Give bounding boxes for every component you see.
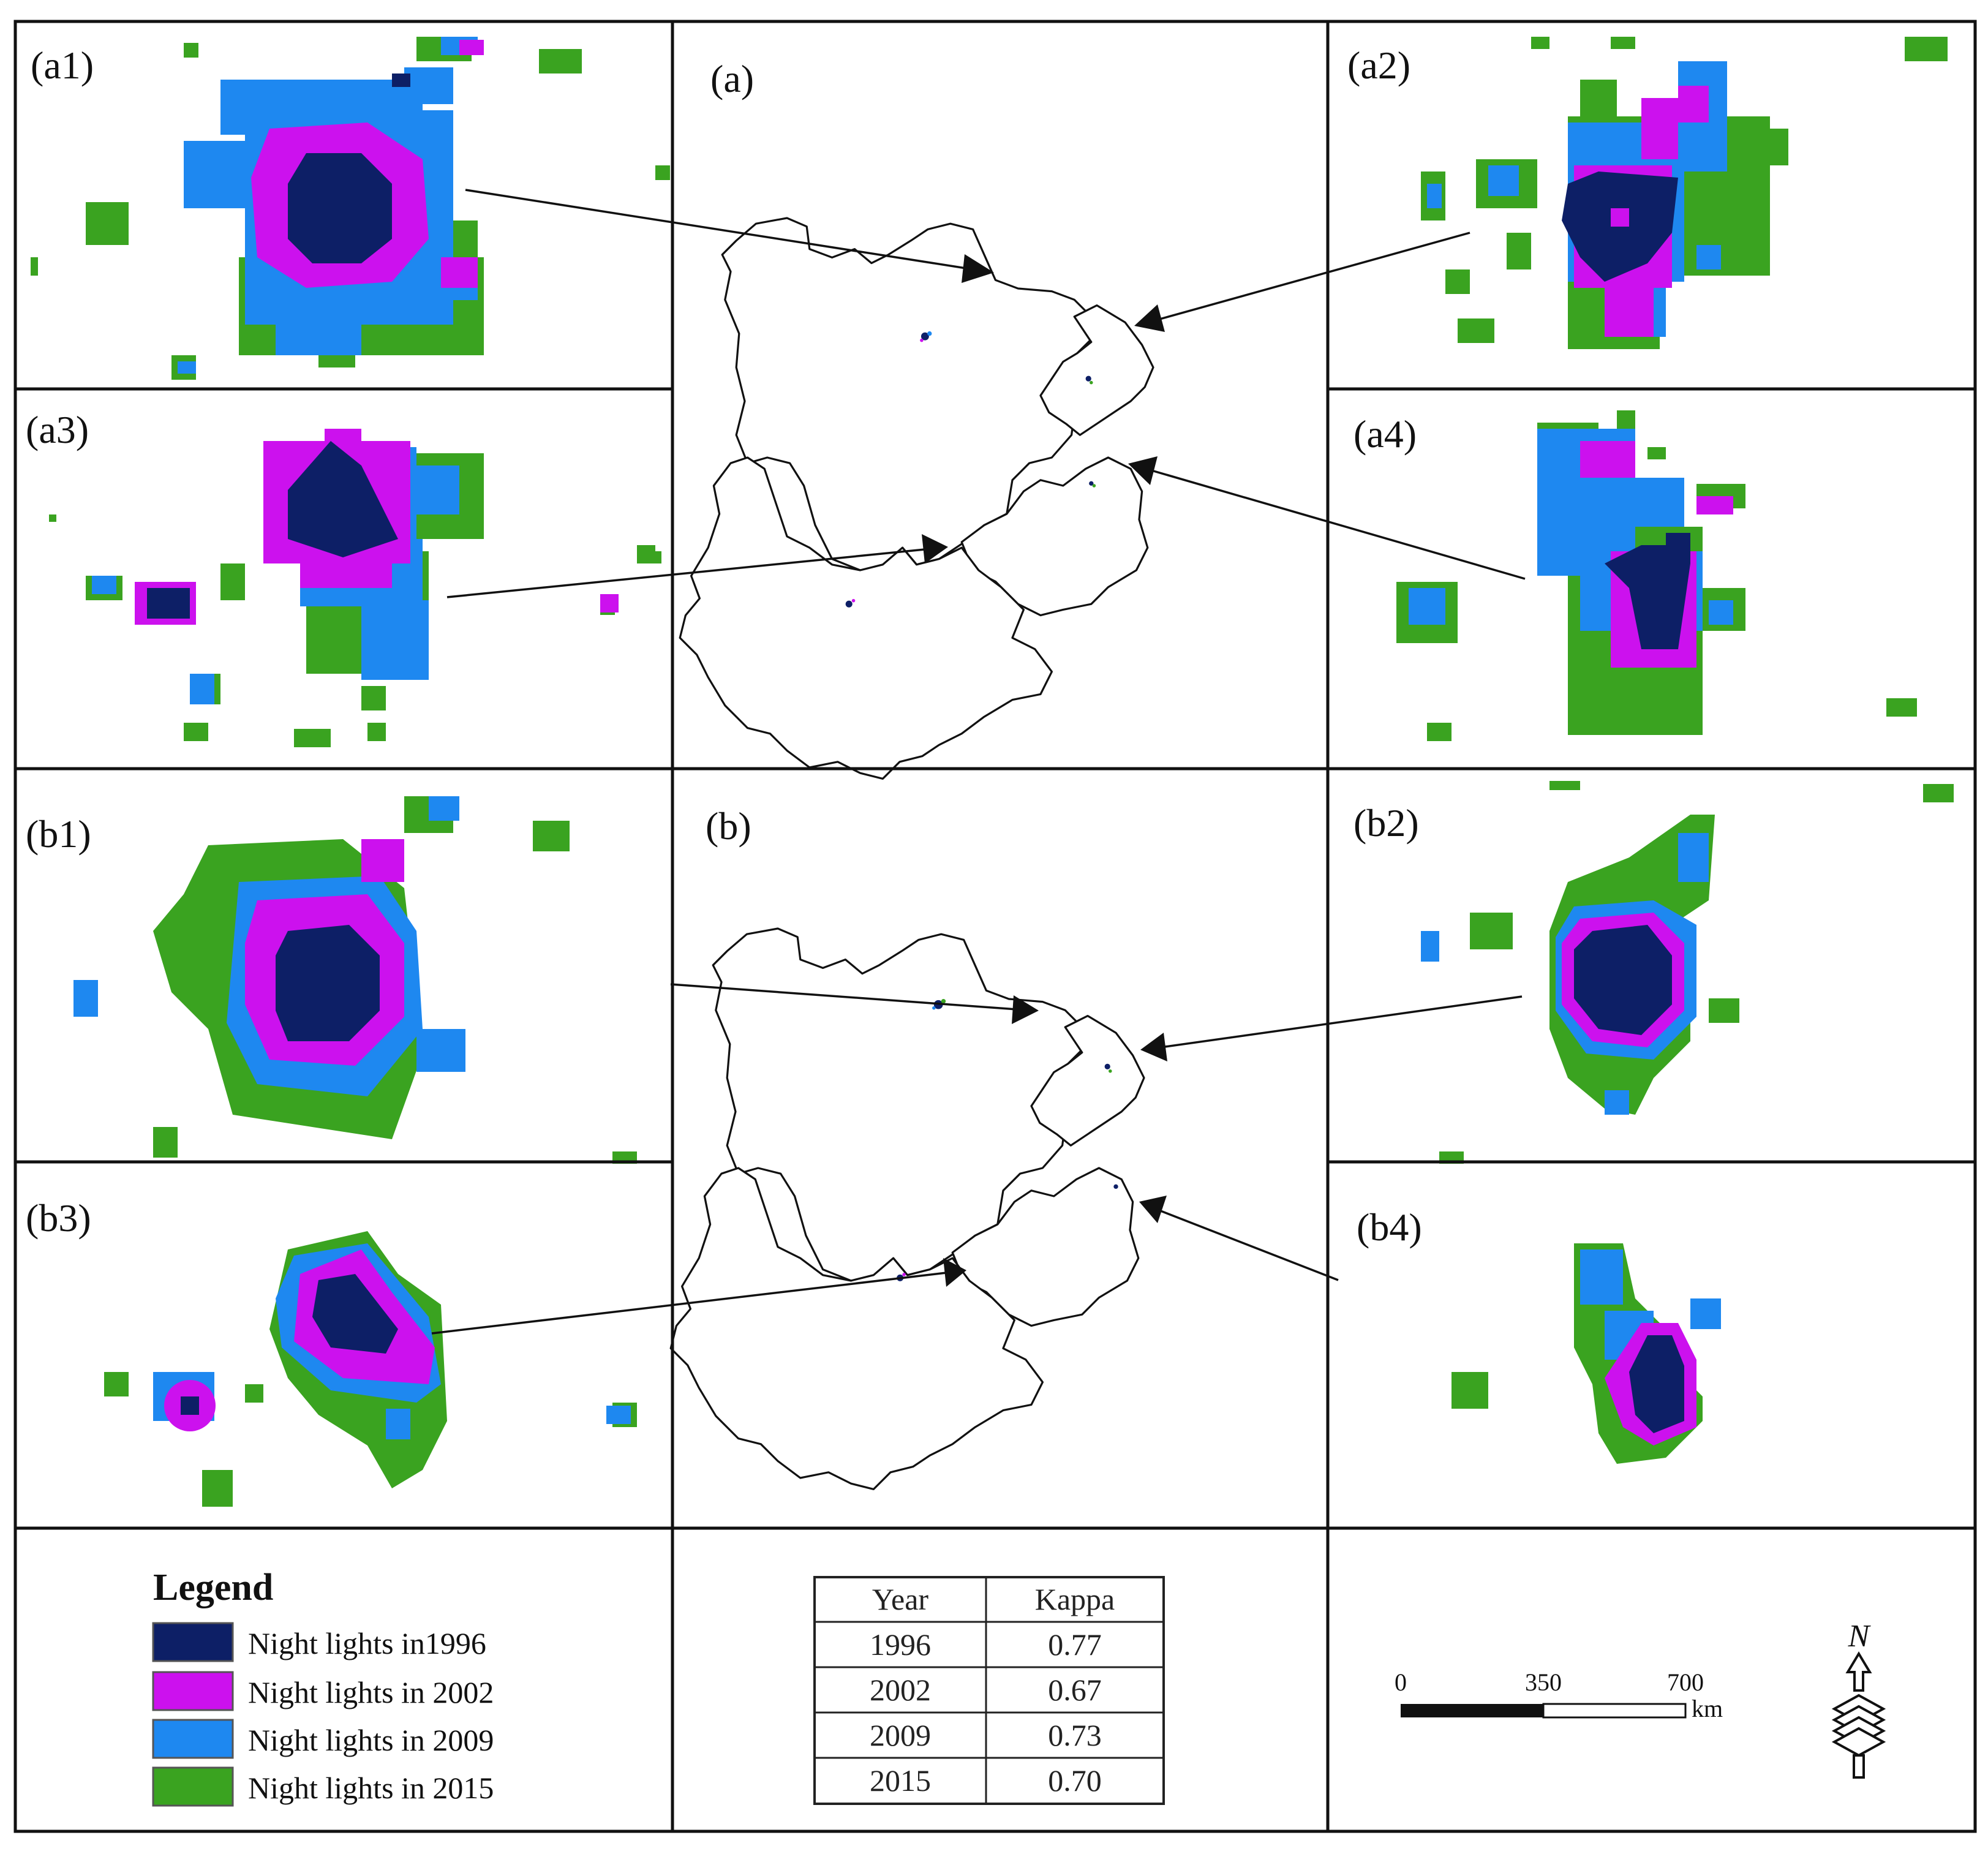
overview-map-a (679, 217, 1154, 780)
table-cell-kappa: 0.73 (1048, 1718, 1102, 1752)
city-marker-a3 (845, 598, 856, 608)
scale-tick-0: 0 (1395, 1668, 1407, 1696)
north-arrow-icon: N (1831, 1619, 1886, 1779)
panel-grid (13, 20, 1977, 1833)
legend-swatch-2009 (152, 1719, 234, 1759)
city-marker-b4 (1113, 1184, 1118, 1189)
city-marker-a1 (920, 331, 932, 342)
table-header-year: Year (872, 1582, 928, 1616)
panel-label-b2: (b2) (1354, 801, 1419, 845)
legend-label-1996: Night lights in1996 (248, 1626, 486, 1660)
panel-label-b3: (b3) (26, 1196, 91, 1240)
overview-map-b (669, 927, 1145, 1491)
table-cell-kappa: 0.77 (1048, 1627, 1102, 1662)
city-marker-b2 (1104, 1063, 1112, 1073)
table-cell-year: 2015 (870, 1763, 931, 1798)
legend-label-2002: Night lights in 2002 (248, 1675, 494, 1709)
panel-label-a: (a) (710, 57, 754, 100)
table-cell-year: 2009 (870, 1718, 931, 1752)
panel-label-a1: (a1) (31, 43, 94, 87)
legend: Legend Night lights in1996 Night lights … (152, 1567, 494, 1807)
table-cell-kappa: 0.70 (1048, 1763, 1102, 1798)
legend-swatch-2002 (152, 1671, 234, 1711)
panel-label-b1: (b1) (26, 812, 91, 856)
kappa-table: Year Kappa 1996 0.77 2002 0.67 2009 0.73… (813, 1576, 1165, 1805)
legend-label-2009: Night lights in 2009 (248, 1723, 494, 1757)
scale-bar: 0 350 700 km (1395, 1668, 1723, 1722)
table-cell-year: 2002 (870, 1673, 931, 1707)
inset-b1 (73, 796, 637, 1164)
scale-tick-700: 700 (1667, 1668, 1704, 1696)
table-cell-kappa: 0.67 (1048, 1673, 1102, 1707)
panel-label-b4: (b4) (1357, 1205, 1422, 1249)
north-label: N (1848, 1619, 1872, 1654)
legend-swatch-1996 (152, 1622, 234, 1662)
scale-tick-350: 350 (1525, 1668, 1562, 1696)
city-marker-a2 (1085, 375, 1093, 385)
inset-b3 (104, 1231, 637, 1507)
inset-b2 (1421, 781, 1954, 1164)
legend-label-2015: Night lights in 2015 (248, 1771, 494, 1805)
scale-unit: km (1692, 1695, 1723, 1722)
panel-label-a3: (a3) (26, 408, 89, 451)
pointer-lines (431, 189, 1526, 1335)
legend-title: Legend (153, 1567, 273, 1608)
panel-label-a2: (a2) (1347, 43, 1410, 87)
panel-label-a4: (a4) (1354, 412, 1417, 456)
inset-b4 (1451, 1243, 1721, 1464)
inset-a4 (1396, 410, 1917, 741)
table-header-kappa: Kappa (1035, 1582, 1115, 1616)
inset-a2 (1421, 37, 1948, 349)
panel-label-b: (b) (706, 804, 751, 848)
city-marker-a4 (1089, 481, 1096, 488)
inset-a3 (49, 429, 661, 747)
legend-swatch-2015 (152, 1766, 234, 1807)
inset-a1 (31, 37, 670, 380)
table-cell-year: 1996 (870, 1627, 931, 1662)
